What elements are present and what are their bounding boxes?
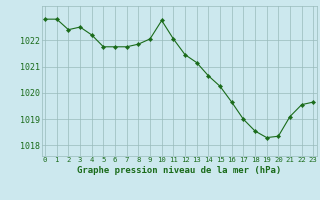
- X-axis label: Graphe pression niveau de la mer (hPa): Graphe pression niveau de la mer (hPa): [77, 166, 281, 175]
